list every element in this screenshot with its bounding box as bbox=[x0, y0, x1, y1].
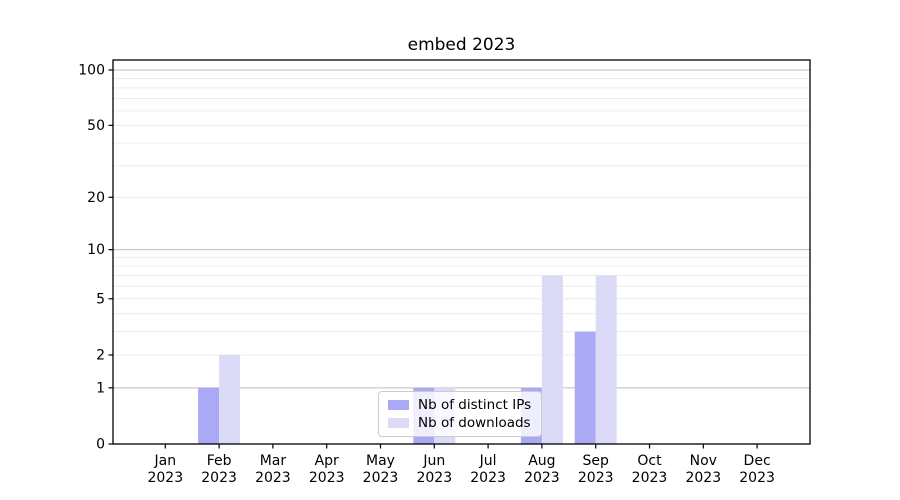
chart-title: embed 2023 bbox=[407, 35, 516, 55]
legend-swatch-distinct-ips bbox=[388, 400, 409, 410]
bar-distinct-ips-sep bbox=[574, 331, 596, 444]
x-tick-label-year: 2023 bbox=[147, 470, 183, 486]
legend: Nb of distinct IPs Nb of downloads bbox=[378, 391, 543, 437]
legend-item-downloads: Nb of downloads bbox=[388, 415, 531, 431]
y-tick-label: 1 bbox=[96, 380, 105, 396]
x-tick-label-month: Mar bbox=[260, 453, 287, 469]
bar-downloads-feb bbox=[219, 354, 241, 444]
bar-downloads-sep bbox=[595, 275, 617, 444]
x-tick-label-month: Dec bbox=[744, 453, 771, 469]
legend-item-distinct-ips: Nb of distinct IPs bbox=[388, 397, 531, 413]
x-tick-label-month: Jun bbox=[422, 453, 445, 469]
x-tick-label-month: Aug bbox=[528, 453, 555, 469]
x-tick-label-year: 2023 bbox=[685, 470, 721, 486]
plot-border bbox=[112, 59, 811, 445]
x-tick-label-month: Nov bbox=[690, 453, 717, 469]
x-axis: Jan2023Feb2023Mar2023Apr2023May2023Jun20… bbox=[147, 444, 775, 486]
x-tick-label-month: May bbox=[366, 453, 395, 469]
y-tick-label: 20 bbox=[87, 190, 105, 206]
y-tick-label: 10 bbox=[87, 242, 105, 258]
bar-distinct-ips-feb bbox=[198, 387, 220, 444]
x-tick-label-month: Jul bbox=[479, 453, 497, 469]
y-tick-label: 0 bbox=[96, 437, 105, 453]
bar-downloads-aug bbox=[541, 275, 563, 444]
y-tick-label: 2 bbox=[96, 347, 105, 363]
y-tick-label: 50 bbox=[87, 118, 105, 134]
legend-label-distinct-ips: Nb of distinct IPs bbox=[418, 397, 532, 413]
y-tick-label: 100 bbox=[78, 63, 105, 79]
legend-swatch-downloads bbox=[388, 418, 409, 428]
x-tick-label-month: Feb bbox=[207, 453, 232, 469]
x-tick-label-month: Apr bbox=[315, 453, 339, 469]
gridlines bbox=[113, 69, 810, 389]
x-tick-label-year: 2023 bbox=[255, 470, 291, 486]
y-axis: 0 1 2 5 10 20 50 100 bbox=[78, 63, 113, 453]
x-tick-label-year: 2023 bbox=[201, 470, 237, 486]
x-tick-label-year: 2023 bbox=[578, 470, 614, 486]
plot-area bbox=[113, 60, 810, 444]
legend-label-downloads: Nb of downloads bbox=[418, 415, 531, 431]
x-tick-label-month: Sep bbox=[583, 453, 610, 469]
x-tick-label-month: Jan bbox=[154, 453, 177, 469]
x-tick-label-year: 2023 bbox=[524, 470, 560, 486]
x-tick-label-year: 2023 bbox=[470, 470, 506, 486]
x-tick-label-year: 2023 bbox=[416, 470, 452, 486]
x-tick-label-year: 2023 bbox=[363, 470, 399, 486]
x-tick-label-year: 2023 bbox=[632, 470, 668, 486]
x-tick-label-year: 2023 bbox=[739, 470, 775, 486]
y-tick-label: 5 bbox=[96, 291, 105, 307]
x-tick-label-year: 2023 bbox=[309, 470, 345, 486]
x-tick-label-month: Oct bbox=[637, 453, 662, 469]
